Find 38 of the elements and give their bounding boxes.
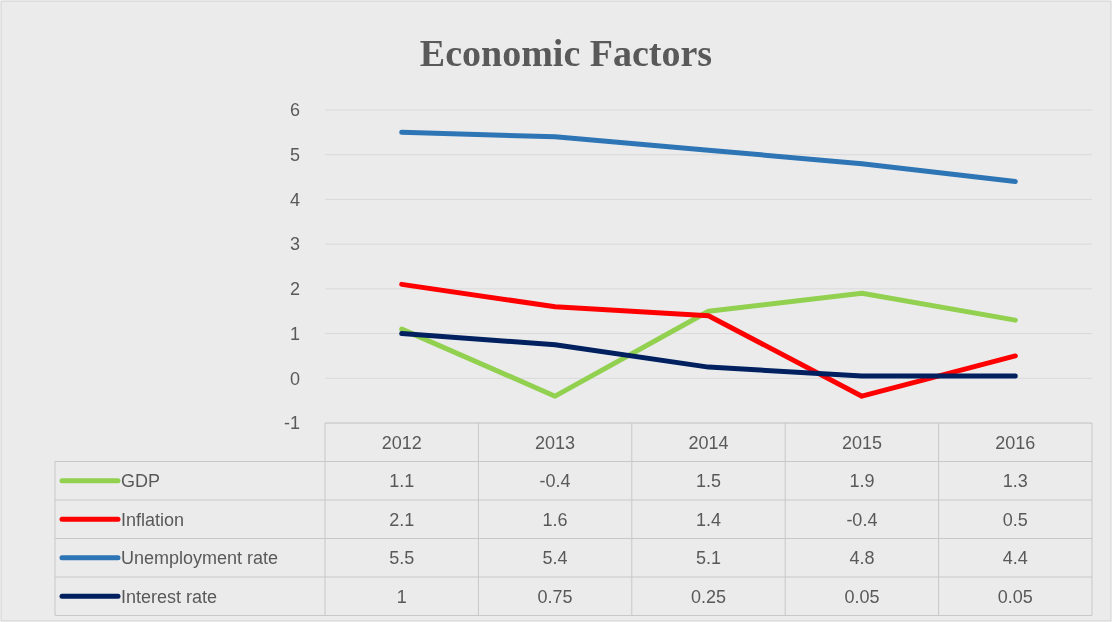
data-label: 4.8 bbox=[849, 548, 875, 569]
data-label: -0.4 bbox=[539, 471, 571, 492]
data-label: 1.6 bbox=[542, 509, 568, 530]
data-label: 0.05 bbox=[844, 586, 880, 607]
y-tick-label: 2 bbox=[289, 279, 300, 300]
y-tick-label: 0 bbox=[289, 368, 300, 389]
chart-title: Economic Factors bbox=[419, 32, 713, 74]
data-label: 1.1 bbox=[389, 471, 415, 492]
data-label: 5.4 bbox=[542, 548, 568, 569]
data-label: 5.5 bbox=[389, 548, 415, 569]
data-label: 1.5 bbox=[695, 471, 722, 492]
x-tick-label: 2014 bbox=[688, 432, 729, 453]
data-label: 1.9 bbox=[849, 471, 875, 492]
x-tick-label: 2015 bbox=[841, 432, 882, 453]
data-label: 0.25 bbox=[690, 586, 727, 607]
legend-label: Inflation bbox=[121, 509, 185, 530]
x-tick-label: 2016 bbox=[995, 432, 1036, 453]
data-label: 0.75 bbox=[537, 586, 573, 607]
data-label: 0.05 bbox=[997, 586, 1033, 607]
data-label: 1.3 bbox=[1002, 471, 1028, 492]
y-tick-label: 6 bbox=[289, 100, 300, 121]
y-tick-label: 1 bbox=[289, 323, 300, 344]
x-tick-label: 2013 bbox=[535, 432, 576, 453]
x-tick-label: 2012 bbox=[381, 432, 422, 453]
y-tick-label: 5 bbox=[289, 145, 300, 166]
data-label: 4.4 bbox=[1002, 548, 1028, 569]
y-tick-label: 3 bbox=[289, 234, 300, 255]
data-label: 2.1 bbox=[389, 509, 415, 530]
data-label: -0.4 bbox=[846, 509, 878, 530]
data-label: 1 bbox=[396, 586, 407, 607]
data-label: 5.1 bbox=[695, 548, 722, 569]
data-label: 0.5 bbox=[1002, 509, 1028, 530]
data-label: 1.4 bbox=[695, 509, 722, 530]
y-tick-label: 4 bbox=[289, 189, 300, 210]
legend-label: Unemployment rate bbox=[121, 548, 279, 569]
legend-label: GDP bbox=[121, 471, 161, 492]
y-tick-label: -1 bbox=[283, 413, 300, 434]
legend-label: Interest rate bbox=[121, 586, 218, 607]
